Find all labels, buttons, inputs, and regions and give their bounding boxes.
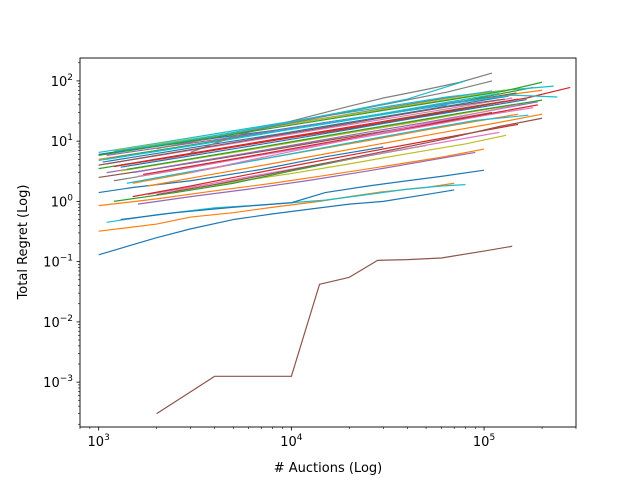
y-axis: 10−3 10−2 10−1 100 101 102 xyxy=(43,62,80,425)
axes-frame xyxy=(79,57,577,428)
series-line-37 xyxy=(142,104,538,176)
series-line-40 xyxy=(190,72,493,153)
series-line-4 xyxy=(120,169,485,221)
y-tick-label: 10−1 xyxy=(43,254,73,271)
y-tick-label: 10−3 xyxy=(43,374,73,391)
series-line-34 xyxy=(126,99,543,170)
series-line-38 xyxy=(106,94,558,160)
y-tick-label: 100 xyxy=(51,193,74,210)
series-line-28 xyxy=(120,86,571,166)
x-tick-label: 105 xyxy=(473,433,495,450)
x-tick-label: 103 xyxy=(88,433,110,450)
series-line-35 xyxy=(147,113,543,187)
series-line-5 xyxy=(98,148,485,207)
series-line-6 xyxy=(137,151,476,205)
series-line-15 xyxy=(126,114,529,184)
series-line-0 xyxy=(156,245,513,415)
series-line-7 xyxy=(175,134,507,192)
y-axis-label: Total Regret (Log) xyxy=(16,185,31,301)
x-axis-label: # Auctions (Log) xyxy=(274,461,382,476)
series-line-29 xyxy=(113,87,521,152)
x-tick-label: 104 xyxy=(280,433,303,450)
y-tick-label: 10−2 xyxy=(43,314,73,331)
x-axis: 103 104 105 xyxy=(79,427,577,450)
series-line-17 xyxy=(120,103,524,172)
series-line-41 xyxy=(113,80,466,152)
series-line-45 xyxy=(120,98,527,168)
series-line-21 xyxy=(102,95,509,163)
series-line-32 xyxy=(156,117,543,196)
y-tick-label: 102 xyxy=(51,73,73,90)
series-line-43 xyxy=(190,104,519,174)
series-line-8 xyxy=(98,146,384,194)
series-line-44 xyxy=(98,98,505,166)
plot-area xyxy=(98,72,571,415)
series-line-13 xyxy=(132,113,519,184)
series-line-42 xyxy=(98,81,543,156)
y-tick-label: 101 xyxy=(51,133,73,150)
series-line-1 xyxy=(98,189,455,256)
